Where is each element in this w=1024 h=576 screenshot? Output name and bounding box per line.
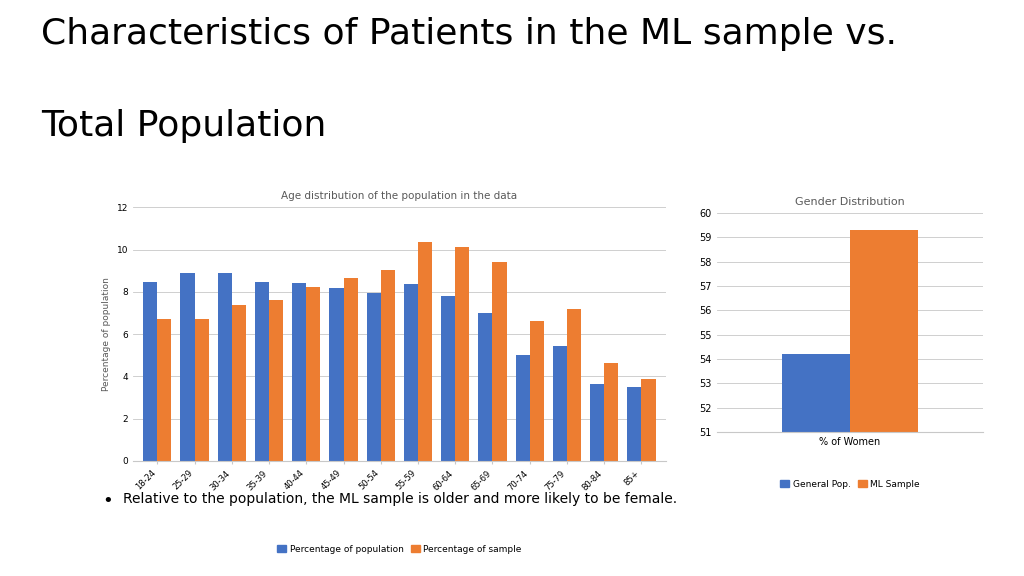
Bar xyxy=(231,305,246,461)
Bar xyxy=(195,319,209,461)
Bar xyxy=(269,300,284,461)
Bar xyxy=(850,230,918,576)
Bar xyxy=(515,355,529,461)
Bar xyxy=(218,273,231,461)
Bar xyxy=(158,319,171,461)
Bar xyxy=(567,309,581,461)
Y-axis label: Percentage of population: Percentage of population xyxy=(102,277,112,391)
Bar xyxy=(628,387,641,461)
Bar xyxy=(529,321,544,461)
Title: Age distribution of the population in the data: Age distribution of the population in th… xyxy=(282,191,517,201)
Bar xyxy=(493,262,507,461)
Bar xyxy=(143,282,158,461)
Bar xyxy=(306,287,321,461)
Bar xyxy=(403,285,418,461)
Bar xyxy=(255,282,269,461)
Bar xyxy=(641,380,655,461)
Bar xyxy=(590,384,604,461)
Text: Relative to the population, the ML sample is older and more likely to be female.: Relative to the population, the ML sampl… xyxy=(123,492,677,506)
Bar xyxy=(441,296,456,461)
Bar xyxy=(381,270,395,461)
Bar xyxy=(604,363,618,461)
Bar xyxy=(418,242,432,461)
Bar xyxy=(292,283,306,461)
Bar xyxy=(478,313,493,461)
Legend: General Pop., ML Sample: General Pop., ML Sample xyxy=(776,476,924,492)
Bar xyxy=(456,248,469,461)
Bar xyxy=(782,354,850,576)
Bar xyxy=(553,346,567,461)
Title: Gender Distribution: Gender Distribution xyxy=(795,197,905,207)
Text: Characteristics of Patients in the ML sample vs.: Characteristics of Patients in the ML sa… xyxy=(41,17,897,51)
Legend: Percentage of population, Percentage of sample: Percentage of population, Percentage of … xyxy=(273,541,525,558)
Bar xyxy=(343,278,357,461)
Bar xyxy=(180,273,195,461)
Bar xyxy=(367,293,381,461)
Text: Total Population: Total Population xyxy=(41,109,327,143)
Bar xyxy=(330,287,343,461)
Text: •: • xyxy=(102,492,113,510)
